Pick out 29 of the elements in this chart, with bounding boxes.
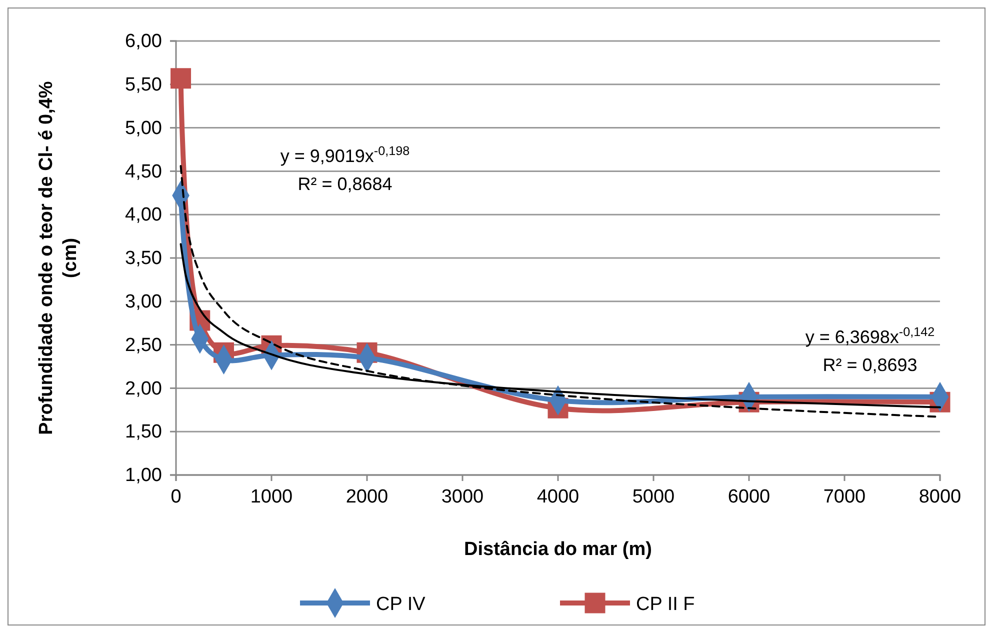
x-tick-label: 4000 [536, 486, 580, 508]
y-tick-label: 5,00 [125, 118, 162, 139]
x-tick-label: 6000 [728, 486, 770, 508]
y-tick-label: 4,00 [125, 204, 162, 226]
y-tick-label: 1,50 [125, 422, 162, 443]
x-tick-label: 0 [170, 486, 182, 508]
x-tick-label: 2000 [346, 486, 388, 508]
point [170, 68, 192, 89]
x-tick-label: 3000 [441, 486, 484, 508]
x-tick-label: 5000 [632, 486, 675, 508]
y-tick-label: 2,50 [125, 334, 162, 356]
y-axis-title: Profundidade onde o teor de Cl- é 0,4% (cm) [36, 81, 81, 435]
x-tick-label: 1000 [250, 486, 293, 508]
y-tick-label: 6,00 [125, 31, 162, 52]
x-axis-title: Distância do mar (m) [464, 539, 652, 560]
annotation: y = 6,3698x$^{-0,142}$ [805, 325, 935, 347]
legend-label: CP IV [376, 594, 426, 615]
x-tick-label: 7000 [823, 486, 866, 508]
y-tick-label: 4,50 [125, 161, 162, 182]
annotation: R² = 0,8684 [298, 174, 392, 194]
annotation: y = 9,9019x$^{-0,198}$ [280, 144, 410, 166]
y-tick-label: 3,50 [125, 248, 162, 270]
annotation: R² = 0,8693 [822, 355, 918, 375]
y-tick-label: 2,00 [125, 378, 162, 400]
y-tick-label: 1,00 [125, 465, 162, 486]
y-tick-label: 5,50 [125, 74, 162, 96]
x-tick-label: 8000 [918, 486, 962, 508]
y-tick-label: 3,00 [125, 291, 162, 312]
legend-label: CP II F [636, 594, 695, 615]
